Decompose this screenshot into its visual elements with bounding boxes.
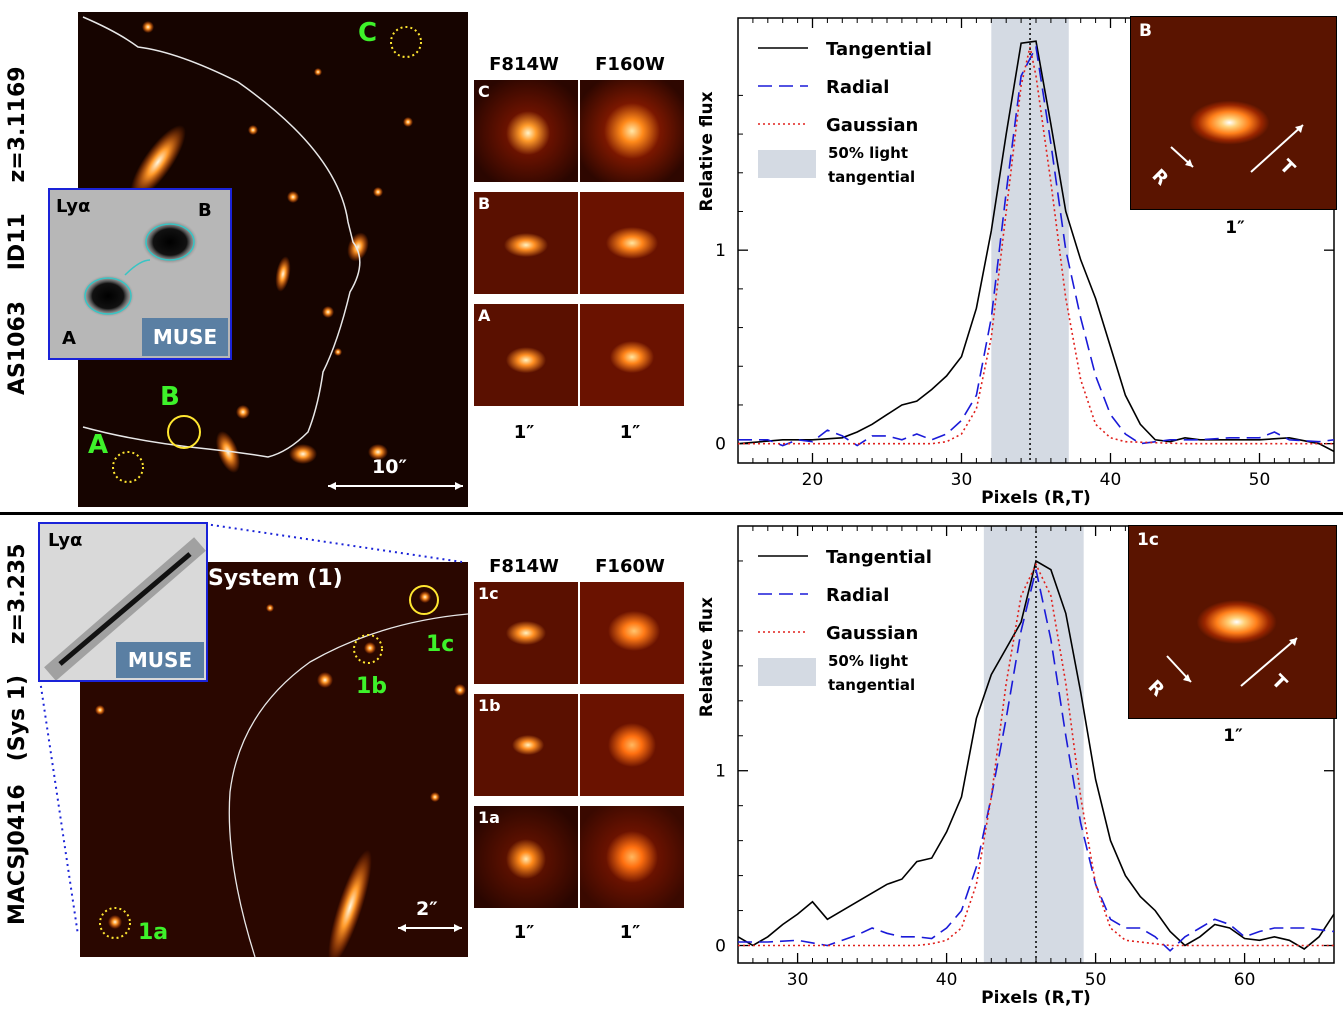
top-field-drawing: [82, 16, 463, 490]
image-label-b: B: [160, 382, 180, 412]
stamp-b-f160w: [580, 192, 684, 294]
cutout-arrows: [1166, 637, 1298, 687]
x-tick-label: 40: [936, 970, 958, 990]
legend-label-band-2: tangential: [828, 676, 915, 694]
bottom-field-drawing: [95, 585, 468, 957]
muse-badge: MUSE: [116, 642, 204, 678]
stamp-row-label: 1c: [478, 584, 499, 603]
inset-lya-label: Lyα: [48, 530, 83, 551]
x-tick-label: 50: [1249, 470, 1271, 490]
cluster-name: AS1063: [5, 300, 30, 395]
redshift: z=3.1169: [5, 66, 30, 183]
x-tick-label: 30: [787, 970, 809, 990]
legend-label-band-1: 50% light: [828, 652, 908, 670]
muse-badge: MUSE: [142, 318, 228, 356]
top-cutout-scale: 1″: [1225, 218, 1245, 238]
image-label-1a: 1a: [138, 920, 169, 945]
legend-label-tangential: Tangential: [826, 39, 932, 60]
legend-label-gaussian: Gaussian: [826, 115, 918, 136]
legend-swatch-band: [758, 150, 816, 178]
series-tangential: [738, 559, 1334, 950]
stamp-1c-f160w: [580, 582, 684, 684]
top-muse-lya-inset: Lyα B A MUSE: [48, 188, 232, 360]
cutout-arrows: [1170, 124, 1304, 173]
inset-label-b: B: [198, 200, 212, 221]
top-stamp-col-f160w: F160W: [595, 54, 665, 75]
inset-lya-label: Lyα: [56, 196, 91, 217]
image-label-1c: 1c: [426, 632, 455, 657]
bottom-stamp-scale-1: 1″: [513, 922, 535, 943]
y-axis-label: Relative flux: [697, 597, 717, 717]
top-scale-bar-label: 10″: [372, 456, 407, 478]
row-divider: [0, 512, 1343, 515]
legend-swatch-band: [758, 658, 816, 686]
y-axis-label: Relative flux: [697, 91, 717, 211]
bottom-cutout-scale: 1″: [1223, 726, 1243, 746]
bottom-chart-svg: 30 40 50 60 0 1 Pixels (R,T) Relative flux Tange…: [697, 525, 1335, 1008]
y-tick-label: 0: [715, 435, 726, 455]
top-stamp-scale-2: 1″: [619, 422, 641, 443]
bottom-muse-lya-inset: Lyα MUSE: [38, 522, 208, 682]
top-profile-chart: 20 30 40 50 0 1 Pixels (R,T) Relative flux Tange…: [697, 10, 1340, 510]
image-label-c: C: [358, 18, 378, 48]
legend-label-radial: Radial: [826, 585, 889, 606]
legend-label-band-1: 50% light: [828, 144, 908, 162]
stamp-b-f814w: B: [474, 192, 578, 294]
top-profile-cutout-b: B R T: [1130, 16, 1337, 210]
stamp-a-f160w: [580, 304, 684, 406]
bottom-profile-cutout-1c: 1c R T: [1128, 525, 1337, 719]
stamp-row-label: C: [478, 82, 490, 101]
stamp-row-label: 1b: [478, 696, 501, 715]
stamp-c-f814w: C: [474, 80, 578, 182]
legend-label-radial: Radial: [826, 77, 889, 98]
object-id: ID11: [5, 213, 30, 271]
bottom-stamp-col-f814w: F814W: [489, 556, 559, 577]
cutout-label: 1c: [1137, 530, 1159, 550]
series-gaussian: [738, 562, 1334, 947]
stamp-1a-f814w: 1a: [474, 806, 578, 908]
stamp-1b-f814w: 1b: [474, 694, 578, 796]
stamp-a-f814w: A: [474, 304, 578, 406]
legend-label-tangential: Tangential: [826, 547, 932, 568]
image-label-1b: 1b: [356, 674, 388, 699]
stamp-row-label: 1a: [478, 808, 500, 827]
inset-label-a: A: [62, 328, 76, 349]
x-tick-label: 50: [1085, 970, 1107, 990]
cutout-label: B: [1139, 21, 1152, 41]
series-radial: [738, 569, 1334, 952]
series-gaussian: [738, 46, 1334, 445]
x-tick-label: 60: [1234, 970, 1256, 990]
y-tick-label: 1: [715, 241, 726, 261]
top-stamp-scale-1: 1″: [513, 422, 535, 443]
x-tick-label: 20: [802, 470, 824, 490]
x-axis-label: Pixels (R,T): [981, 988, 1091, 1008]
image-label-a: A: [88, 430, 109, 460]
zoom-connector-lines: [39, 523, 463, 936]
stamp-1a-f160w: [580, 806, 684, 908]
bottom-profile-chart: 30 40 50 60 0 1 Pixels (R,T) Relative flux Tange…: [697, 518, 1340, 1010]
stamp-row-label: B: [478, 194, 491, 213]
y-tick-label: 0: [715, 937, 726, 957]
top-stamp-col-f814w: F814W: [489, 54, 559, 75]
series-radial: [738, 44, 1334, 447]
top-side-label: AS1063 ID11 z=3.1169: [5, 66, 35, 395]
stamp-c-f160w: [580, 80, 684, 182]
x-tick-label: 40: [1100, 470, 1122, 490]
bottom-scale-bar-label: 2″: [416, 898, 438, 920]
bottom-stamp-scale-2: 1″: [619, 922, 641, 943]
bottom-stamp-col-f160w: F160W: [595, 556, 665, 577]
system-label: System (1): [208, 566, 343, 591]
legend-label-band-2: tangential: [828, 168, 915, 186]
legend-label-gaussian: Gaussian: [826, 623, 918, 644]
stamp-1c-f814w: 1c: [474, 582, 578, 684]
y-tick-label: 1: [715, 762, 726, 782]
stamp-1b-f160w: [580, 694, 684, 796]
stamp-row-label: A: [478, 306, 491, 325]
x-tick-label: 30: [951, 470, 973, 490]
x-axis-label: Pixels (R,T): [981, 488, 1091, 508]
top-chart-svg: 20 30 40 50 0 1 Pixels (R,T) Relative flux Tange…: [697, 17, 1335, 508]
